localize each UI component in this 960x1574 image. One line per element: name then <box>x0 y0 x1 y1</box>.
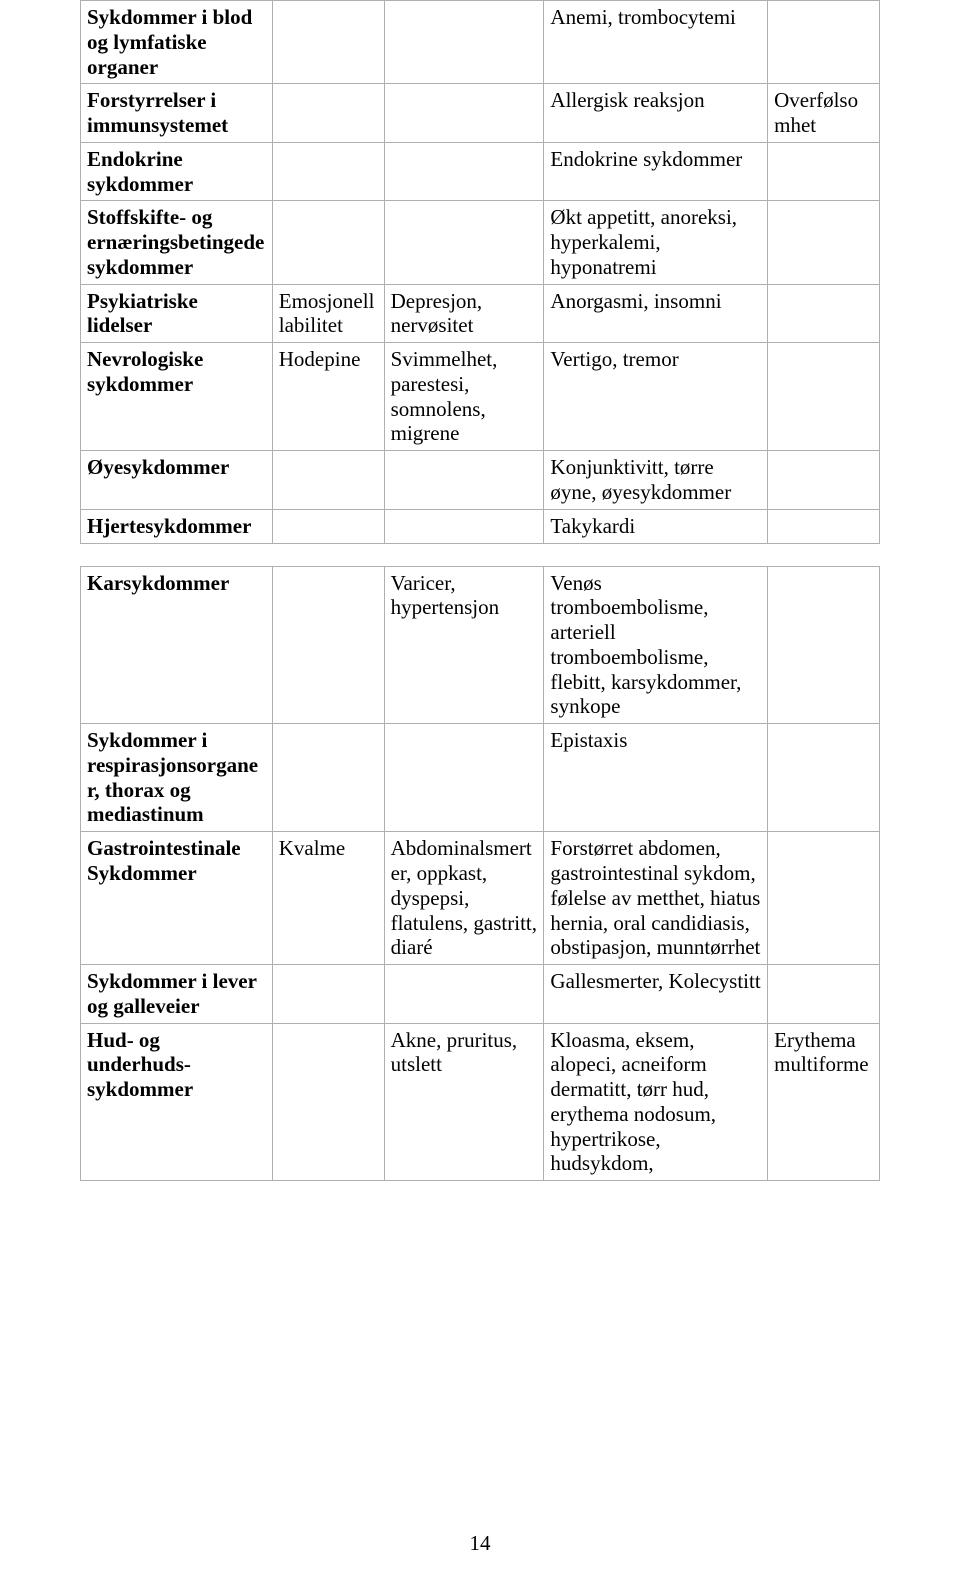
cell <box>384 509 544 543</box>
category-cell: Karsykdommer <box>81 566 273 724</box>
cell: Anemi, trombocytemi <box>544 1 768 84</box>
adverse-effects-table-1: Sykdommer i blod og lymfatiske organer A… <box>80 0 880 544</box>
cell <box>384 451 544 510</box>
adverse-effects-table-2: Karsykdommer Varicer, hypertensjon Venøs… <box>80 566 880 1182</box>
cell <box>272 84 384 143</box>
cell: Abdominalsmerter, oppkast, dyspepsi, fla… <box>384 832 544 965</box>
cell <box>768 343 880 451</box>
cell: Svimmelhet, parestesi, somnolens, migren… <box>384 343 544 451</box>
table-gap <box>80 544 880 566</box>
cell: Vertigo, tremor <box>544 343 768 451</box>
category-cell: Sykdommer i lever og galleveier <box>81 965 273 1024</box>
cell: Epistaxis <box>544 724 768 832</box>
category-cell: Hjertesykdommer <box>81 509 273 543</box>
cell: Varicer, hypertensjon <box>384 566 544 724</box>
cell <box>768 509 880 543</box>
category-cell: Stoffskifte- og ernæringsbetingede sykdo… <box>81 201 273 284</box>
cell <box>768 724 880 832</box>
cell <box>384 724 544 832</box>
cell <box>384 142 544 201</box>
cell: Depresjon, nervøsitet <box>384 284 544 343</box>
cell: Økt appetitt, anoreksi, hyperkalemi, hyp… <box>544 201 768 284</box>
cell <box>768 1 880 84</box>
category-cell: Gastrointestinale Sykdommer <box>81 832 273 965</box>
cell <box>768 284 880 343</box>
category-cell: Sykdommer i respirasjonsorganer, thorax … <box>81 724 273 832</box>
cell <box>272 451 384 510</box>
cell <box>272 965 384 1024</box>
cell <box>384 84 544 143</box>
cell <box>272 201 384 284</box>
cell: Anorgasmi, insomni <box>544 284 768 343</box>
table-row: Psykiatriske lidelser Emosjonell labilit… <box>81 284 880 343</box>
cell: Overfølsomhet <box>768 84 880 143</box>
cell: Erythema multiforme <box>768 1023 880 1181</box>
cell: Takykardi <box>544 509 768 543</box>
cell: Endokrine sykdommer <box>544 142 768 201</box>
cell <box>272 1023 384 1181</box>
cell <box>384 965 544 1024</box>
cell: Akne, pruritus, utslett <box>384 1023 544 1181</box>
table-row: Øyesykdommer Konjunktivitt, tørre øyne, … <box>81 451 880 510</box>
cell <box>768 451 880 510</box>
table-row: Stoffskifte- og ernæringsbetingede sykdo… <box>81 201 880 284</box>
cell: Gallesmerter, Kolecystitt <box>544 965 768 1024</box>
table-row: Forstyrrelser i immunsystemet Allergisk … <box>81 84 880 143</box>
cell <box>768 142 880 201</box>
cell: Kvalme <box>272 832 384 965</box>
cell <box>272 509 384 543</box>
table-row: Endokrine sykdommer Endokrine sykdommer <box>81 142 880 201</box>
category-cell: Øyesykdommer <box>81 451 273 510</box>
cell <box>768 566 880 724</box>
cell: Allergisk reaksjon <box>544 84 768 143</box>
category-cell: Nevrologiske sykdommer <box>81 343 273 451</box>
cell: Konjunktivitt, tørre øyne, øyesykdommer <box>544 451 768 510</box>
table-row: Hud- og underhuds-sykdommer Akne, prurit… <box>81 1023 880 1181</box>
table-row: Sykdommer i respirasjonsorganer, thorax … <box>81 724 880 832</box>
cell: Hodepine <box>272 343 384 451</box>
cell: Emosjonell labilitet <box>272 284 384 343</box>
category-cell: Hud- og underhuds-sykdommer <box>81 1023 273 1181</box>
cell <box>272 1 384 84</box>
table-row: Gastrointestinale Sykdommer Kvalme Abdom… <box>81 832 880 965</box>
category-cell: Psykiatriske lidelser <box>81 284 273 343</box>
category-cell: Forstyrrelser i immunsystemet <box>81 84 273 143</box>
cell: Venøs tromboembolisme, arteriell tromboe… <box>544 566 768 724</box>
cell <box>272 142 384 201</box>
document-page: Sykdommer i blod og lymfatiske organer A… <box>0 0 960 1574</box>
page-number: 14 <box>0 1531 960 1556</box>
table-row: Nevrologiske sykdommer Hodepine Svimmelh… <box>81 343 880 451</box>
table-row: Karsykdommer Varicer, hypertensjon Venøs… <box>81 566 880 724</box>
cell: Forstørret abdomen, gastrointestinal syk… <box>544 832 768 965</box>
table-row: Hjertesykdommer Takykardi <box>81 509 880 543</box>
cell: Kloasma, eksem, alopeci, acneiform derma… <box>544 1023 768 1181</box>
cell <box>768 201 880 284</box>
cell <box>384 201 544 284</box>
cell <box>272 566 384 724</box>
table-row: Sykdommer i blod og lymfatiske organer A… <box>81 1 880 84</box>
cell <box>384 1 544 84</box>
table-row: Sykdommer i lever og galleveier Gallesme… <box>81 965 880 1024</box>
category-cell: Sykdommer i blod og lymfatiske organer <box>81 1 273 84</box>
cell <box>768 832 880 965</box>
cell <box>272 724 384 832</box>
cell <box>768 965 880 1024</box>
category-cell: Endokrine sykdommer <box>81 142 273 201</box>
